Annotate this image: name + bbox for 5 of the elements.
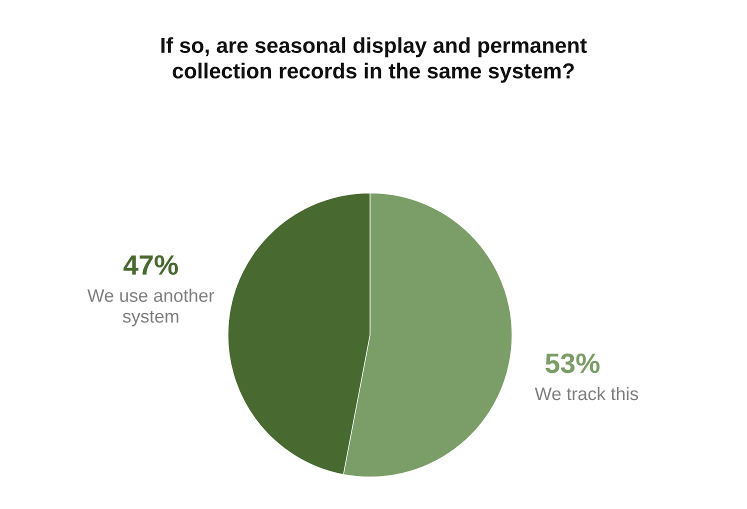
slice-label: We use another system xyxy=(87,288,214,326)
data-label: 47% xyxy=(124,255,178,275)
chart-title: If so, are seasonal display and permanent collection records in the same system? xyxy=(161,37,587,83)
slice-label: We track this xyxy=(534,386,638,400)
data-label: 53% xyxy=(546,353,600,374)
